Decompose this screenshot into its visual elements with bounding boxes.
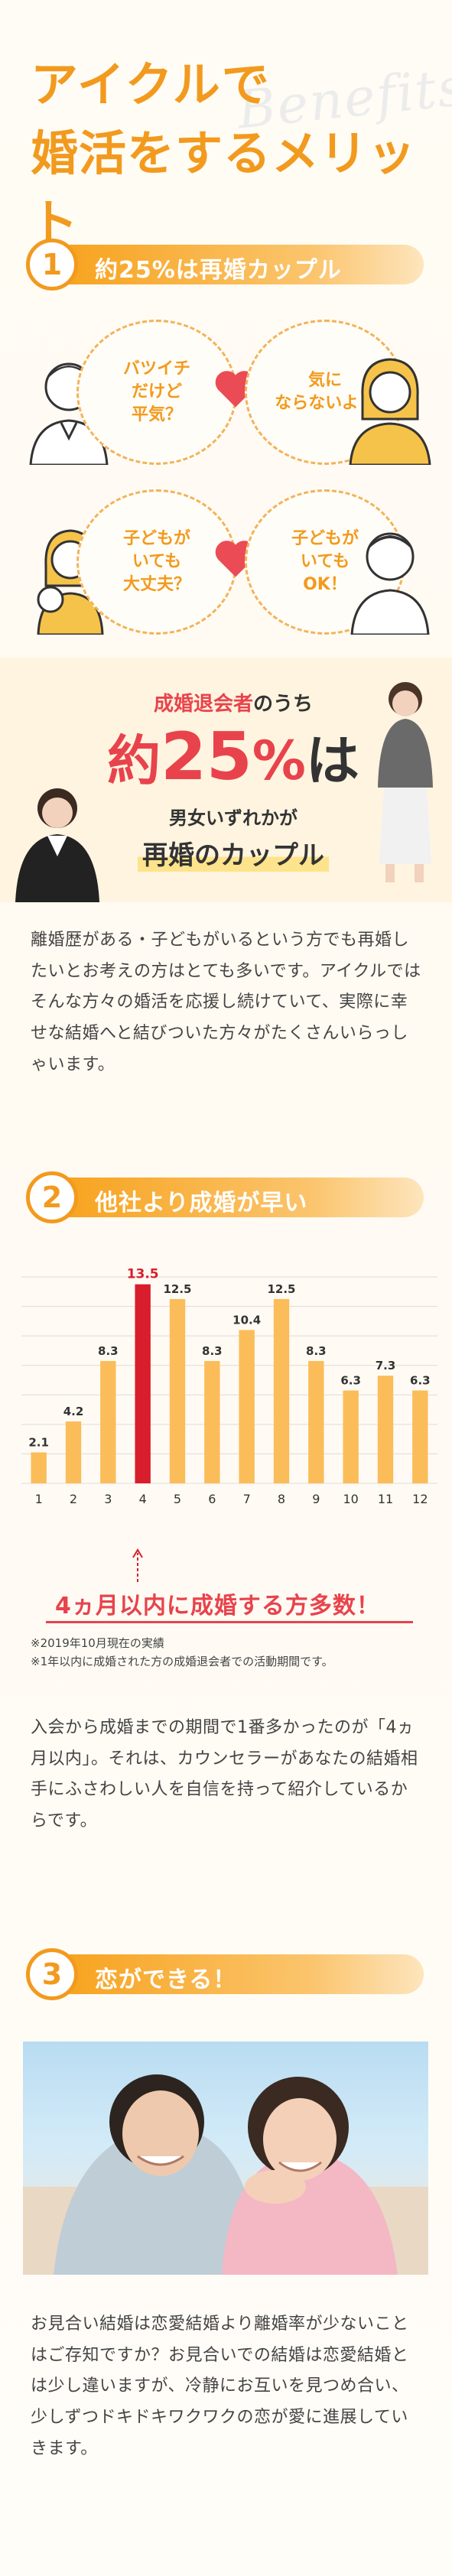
data-label: 13.5 [127, 1267, 159, 1282]
x-tick-label: 7 [243, 1492, 251, 1506]
illustration-row-1: バツイチ だけど 平気？ 気に ならないよ！ [29, 320, 431, 480]
bar-3 [100, 1360, 116, 1483]
data-label: 8.3 [306, 1344, 327, 1358]
bubble-text: バツイチ だけど 平気？ [122, 359, 190, 424]
x-tick-label: 1 [35, 1492, 43, 1506]
stat-prefix: 約 [107, 729, 161, 792]
stat-text-block: 成婚退会者のうち 約25%は 男女いずれかが 再婚のカップル [107, 688, 359, 872]
x-tick-label: 10 [343, 1492, 358, 1506]
x-tick-label: 3 [104, 1492, 112, 1506]
bar-8 [273, 1298, 290, 1483]
section-number: 2 [26, 1171, 78, 1223]
speech-bubble: 子どもが いても 大丈夫？ [76, 489, 237, 635]
data-label: 2.1 [28, 1436, 49, 1450]
x-tick-label: 8 [278, 1492, 285, 1506]
x-tick-label: 5 [174, 1492, 181, 1506]
stat-line-1: 成婚退会者のうち [107, 688, 359, 716]
chart-note-1: ※2019年10月現在の実績 [31, 1636, 164, 1650]
illustration-row-2: 子どもが いても 大丈夫？ 子どもが いても OK！ [31, 489, 430, 650]
hero-title: Benefits アイクルで 婚活をするメリット [31, 31, 452, 250]
bar-2 [65, 1421, 82, 1483]
data-label: 7.3 [376, 1359, 396, 1372]
section-title: 他社より成婚が早い [95, 1190, 308, 1217]
x-tick-label: 11 [378, 1492, 393, 1506]
section-title: 約25%は再婚カップル [95, 257, 342, 284]
bubble-text: 子どもが いても 大丈夫？ [122, 529, 190, 594]
x-tick-label: 6 [208, 1492, 216, 1506]
data-label: 4.2 [63, 1405, 84, 1418]
data-label: 6.3 [410, 1374, 431, 1388]
bar-7 [239, 1330, 255, 1483]
arrow-up-icon [132, 1548, 143, 1582]
section-pill [57, 245, 424, 284]
section-number: 1 [26, 239, 78, 291]
section-title: 恋ができる！ [95, 1967, 237, 1993]
stat-percent: % [252, 729, 306, 792]
chart-callout: 4ヵ月以内に成婚する方多数！ [55, 1593, 380, 1619]
couple-photo-art [23, 2074, 428, 2275]
bar-4 [135, 1284, 151, 1483]
hero-title-line1: アイクルで [31, 57, 271, 112]
x-tick-label: 9 [312, 1492, 320, 1506]
stat-big-number: 約25%は [107, 721, 359, 794]
stat-line-1-rest: のうち [253, 693, 314, 716]
bar-12 [412, 1390, 428, 1483]
section2-body: 入会から成婚までの期間で1番多かったのが「4ヵ月以内」。それは、カウンセラーがあ… [31, 1718, 418, 1831]
data-label: 8.3 [98, 1344, 119, 1358]
couple-photo [23, 2042, 428, 2275]
bar-9 [308, 1360, 324, 1483]
section1-body: 離婚歴がある・子どもがいるという方でも再婚したいとお考えの方はとても多いです。ア… [31, 931, 421, 1074]
section-pill [57, 1954, 424, 1994]
stat-number: 25 [161, 719, 252, 795]
data-label: 10.4 [233, 1313, 261, 1327]
bar-1 [31, 1452, 47, 1483]
woman-photo [378, 682, 433, 882]
section-pill [57, 1178, 424, 1217]
callout-underline [46, 1621, 413, 1623]
data-label: 6.3 [340, 1374, 361, 1388]
data-label: 12.5 [163, 1282, 191, 1296]
stat-line-3: 男女いずれかが [169, 807, 298, 829]
marriage-period-chart: 2.1 1 4.2 2 8.3 3 13.5 4 12.5 5 8.3 6 10.4 7 12.5 8 8.3 9… [15, 1254, 444, 1537]
x-tick-label: 2 [70, 1492, 77, 1506]
stat-line-4: 再婚のカップル [138, 833, 329, 872]
section1-header: 1 約25%は再婚カップル [26, 239, 424, 291]
section-number: 3 [26, 1948, 78, 2000]
woman-icon [349, 358, 431, 465]
stat-tail: は [305, 729, 359, 792]
bubble-text: 気に ならないよ！ [275, 371, 376, 413]
section2-header: 2 他社より成婚が早い [26, 1171, 424, 1223]
bar-10 [343, 1390, 359, 1483]
x-tick-label: 12 [412, 1492, 428, 1506]
man-icon [350, 532, 430, 635]
section3-body: お見合い結婚は恋愛結婚より離婚率が少ないことはご存知ですか？お見合いでの結婚は恋… [31, 2315, 409, 2458]
remarriage-stat-panel: 成婚退会者のうち 約25%は 男女いずれかが 再婚のカップル [0, 658, 452, 902]
chart-note-2: ※1年以内に成婚された方の成婚退会者での活動期間です。 [31, 1655, 333, 1668]
section3-header: 3 恋ができる！ [26, 1948, 424, 2000]
x-tick-label: 4 [139, 1492, 147, 1506]
speech-bubble: バツイチ だけど 平気？ [76, 320, 237, 465]
bar-11 [377, 1376, 394, 1483]
bar-5 [169, 1298, 186, 1483]
hero-title-line2: 婚活をするメリット [31, 125, 417, 250]
bar-chart: 2.1 1 4.2 2 8.3 3 13.5 4 12.5 5 8.3 6 10.4 7 12.5 8 8.3 9… [21, 1267, 437, 1506]
bubble-text: 子どもが いても OK！ [291, 529, 359, 594]
data-label: 12.5 [267, 1282, 295, 1296]
counselor-photo [15, 788, 99, 902]
data-label: 8.3 [202, 1344, 223, 1358]
bar-6 [204, 1360, 220, 1483]
stat-emphasis: 成婚退会者 [153, 693, 253, 716]
